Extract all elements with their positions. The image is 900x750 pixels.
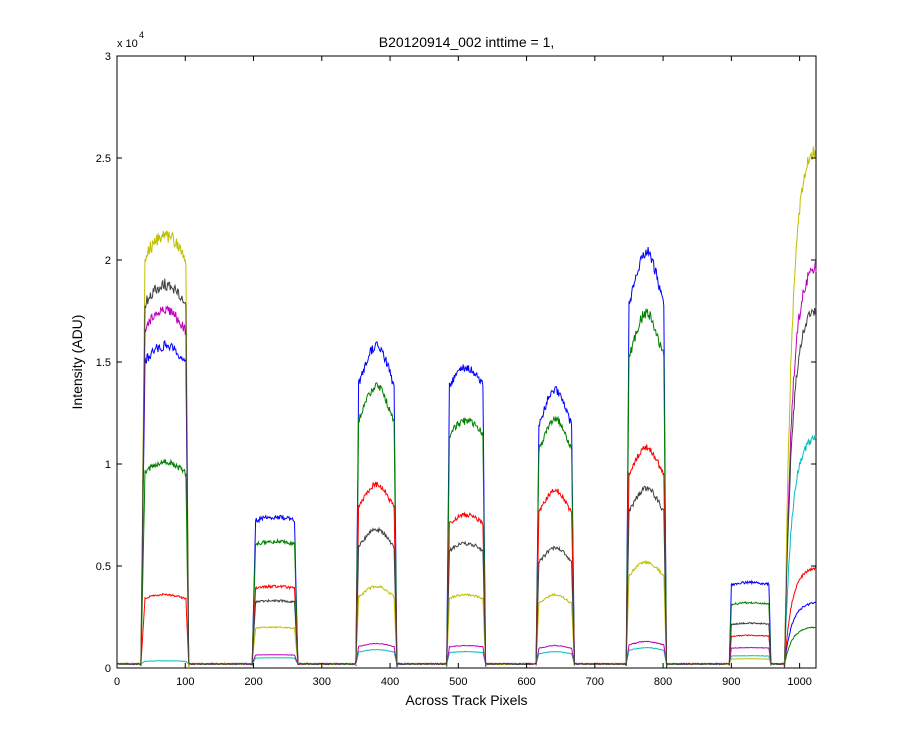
x-tick-label: 300	[313, 676, 331, 688]
axes-box	[116, 55, 817, 669]
y-tick-label: 0	[105, 663, 111, 675]
y-tick-label: 0.5	[96, 561, 111, 573]
y-tick-label: 3	[105, 51, 111, 63]
x-axis-label: Across Track Pixels	[405, 692, 527, 708]
x-axis-ticks: 0 100 200 300 400 500 600 700 800 900 1000	[114, 56, 812, 688]
y-tick-label: 1.5	[96, 357, 111, 369]
x-tick-label: 200	[244, 676, 262, 688]
x-tick-label: 500	[449, 676, 467, 688]
y-tick-label: 1	[105, 459, 111, 471]
y-axis-ticks: 0 0.5 1 1.5 2 2.5 3	[96, 51, 816, 675]
x-tick-label: 0	[114, 676, 120, 688]
y-axis-label: Intensity (ADU)	[69, 315, 85, 410]
y-tick-label: 2.5	[96, 153, 111, 165]
x-tick-label: 600	[517, 676, 535, 688]
x-tick-label: 800	[654, 676, 672, 688]
x-tick-label: 1000	[787, 676, 811, 688]
x-tick-label: 900	[722, 676, 740, 688]
y-axis-exponent-label: x 10	[117, 38, 138, 50]
series-line-7	[117, 278, 817, 669]
y-axis-exponent-power: 4	[139, 30, 144, 40]
series-group	[117, 146, 817, 669]
plot-area: 0 100 200 300 400 500 600 700 800 900 1000 0 0.5 1 1.…	[96, 51, 817, 688]
x-tick-label: 100	[176, 676, 194, 688]
x-tick-label: 700	[586, 676, 604, 688]
chart-title: B20120914_002 inttime = 1,	[379, 34, 555, 50]
y-tick-label: 2	[105, 255, 111, 267]
x-tick-label: 400	[381, 676, 399, 688]
